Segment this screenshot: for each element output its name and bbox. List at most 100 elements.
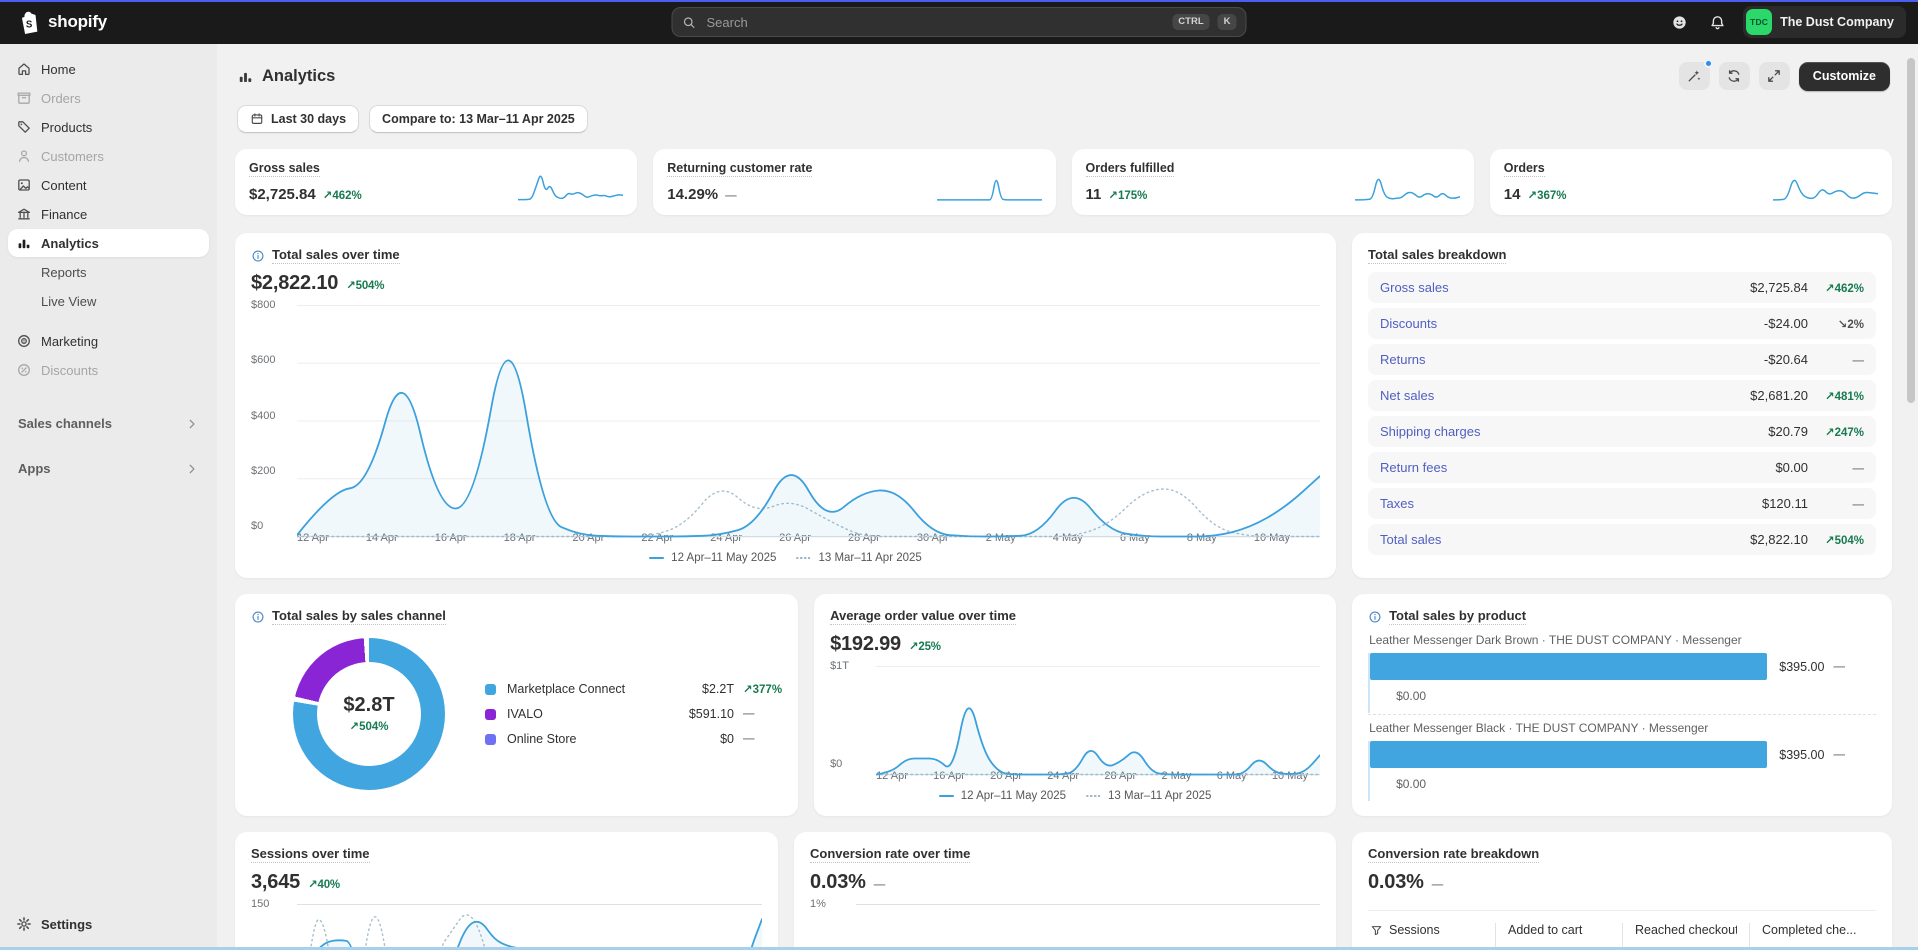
sidebar-item-discounts[interactable]: Discounts (8, 356, 209, 384)
breakdown-change: — (1808, 352, 1865, 367)
kpi-sparkline (935, 169, 1043, 203)
global-search[interactable]: CTRL K (671, 7, 1247, 37)
sidebar-item-products[interactable]: Products (8, 113, 209, 141)
page-scrollbar-thumb[interactable] (1907, 58, 1915, 403)
avatar: TDC (1746, 9, 1773, 35)
kpi-value: $2,725.84 ↗462% (249, 186, 362, 203)
chart-plot-area (875, 666, 1321, 776)
kpi-title[interactable]: Orders fulfilled (1085, 161, 1175, 177)
kpi-title[interactable]: Gross sales (249, 161, 320, 177)
sidebar-item-customers[interactable]: Customers (8, 142, 209, 170)
compare-button[interactable]: Compare to: 13 Mar–11 Apr 2025 (369, 105, 588, 133)
legend-dotted-swatch (1086, 795, 1102, 797)
breakdown-label-link[interactable]: Net sales (1380, 388, 1435, 403)
kpi-value: 14 ↗367% (1504, 186, 1567, 203)
date-range-button[interactable]: Last 30 days (237, 105, 360, 133)
x-tick-label: 20 Apr (990, 770, 1023, 782)
kpi-row: Gross sales $2,725.84 ↗462% Returning custo… (235, 149, 1892, 215)
legend-dotted-swatch (796, 557, 812, 559)
x-tick-label: 16 Apr (933, 770, 965, 782)
legend-label: 13 Mar–11 Apr 2025 (818, 552, 922, 564)
breakdown-label-link[interactable]: Gross sales (1380, 280, 1449, 295)
shopify-logo[interactable]: S shopify (0, 10, 125, 35)
sidebar-item-orders[interactable]: Orders (8, 84, 209, 112)
notification-dot (1703, 59, 1713, 68)
sidebar-item-home[interactable]: Home (8, 55, 209, 83)
sidebar-item-analytics[interactable]: Analytics (8, 229, 209, 257)
chart-title[interactable]: Total sales by product (1389, 608, 1527, 625)
kpi-value-number: $2,725.84 (249, 186, 316, 203)
chart-title[interactable]: Total sales by sales channel (272, 608, 446, 625)
sidebar-section-apps[interactable]: Apps (10, 455, 207, 482)
y-tick-label: $0 (251, 520, 264, 532)
breakdown-row: Shipping charges $20.79 ↗247% (1368, 416, 1876, 447)
change-indicator: ↗504% (1824, 535, 1864, 547)
chart-title[interactable]: Total sales over time (272, 247, 400, 264)
breakdown-label-link[interactable]: Shipping charges (1380, 424, 1481, 439)
bell-icon[interactable] (1701, 7, 1733, 37)
account-menu[interactable]: TDC The Dust Company (1743, 6, 1906, 38)
product-label: Leather Messenger Black · THE DUST COMPA… (1369, 721, 1709, 735)
breakdown-value: $20.79 (1768, 424, 1808, 439)
info-icon[interactable] (1368, 610, 1382, 624)
x-tick-label: 14 Apr (365, 532, 398, 544)
sidebar-section-sales-channels[interactable]: Sales channels (10, 410, 207, 437)
sidebar-item-reports[interactable]: Reports (8, 258, 209, 286)
sidebar-item-live-view[interactable]: Live View (8, 287, 209, 315)
y-tick-label: $400 (251, 409, 276, 422)
magic-icon[interactable] (1678, 59, 1713, 90)
refresh-icon[interactable] (1718, 62, 1750, 90)
sidebar-item-finance[interactable]: Finance (8, 200, 209, 228)
product-bar[interactable] (1370, 653, 1768, 680)
breakdown-value: -$24.00 (1763, 316, 1808, 331)
breakdown-row: Gross sales $2,725.84 ↗462% (1368, 272, 1876, 303)
donut-center-value: $2.8T (343, 693, 395, 716)
search-input[interactable] (704, 13, 1165, 31)
chart-legend: 12 Apr–11 May 2025 13 Mar–11 Apr 2025 (830, 790, 1320, 802)
topbar-icon-group (1663, 7, 1733, 37)
products-icon (16, 119, 32, 135)
breakdown-label-link[interactable]: Discounts (1380, 316, 1438, 331)
sessions-line-chart: 150 (251, 898, 763, 950)
panel-title[interactable]: Total sales breakdown (1368, 247, 1507, 264)
sidebar-item-settings[interactable]: Settings (8, 910, 209, 938)
chevron-right-icon (185, 417, 199, 431)
kpi-card[interactable]: Orders 14 ↗367% (1489, 149, 1892, 215)
aov-line-chart: $1T $0 12 Apr 16 Apr 20 Apr 24 Apr 28 Apr 2 May… (830, 660, 1321, 782)
expand-icon[interactable] (1758, 62, 1790, 90)
legend-swatch (485, 683, 496, 695)
change-indicator: ↗462% (1824, 283, 1864, 295)
funnel-icon (1370, 924, 1383, 937)
account-name: The Dust Company (1780, 15, 1894, 29)
breakdown-label-link[interactable]: Taxes (1380, 496, 1414, 511)
breakdown-value: $2,681.20 (1750, 388, 1808, 403)
chat-icon[interactable] (1663, 7, 1695, 37)
breakdown-label-link[interactable]: Return fees (1380, 460, 1448, 475)
funnel-step-label-text: Sessions (1389, 923, 1440, 937)
kpi-card[interactable]: Orders fulfilled 11 ↗175% (1071, 149, 1474, 215)
analytics-icon (237, 68, 254, 85)
breakdown-label-link[interactable]: Returns (1380, 352, 1426, 367)
chart-title[interactable]: Sessions over time (251, 846, 370, 863)
change-indicator: ↗40% (308, 879, 340, 891)
change-indicator: ↗377% (743, 684, 783, 696)
sidebar-item-content[interactable]: Content (8, 171, 209, 199)
chart-title[interactable]: Conversion rate breakdown (1368, 846, 1540, 863)
info-icon[interactable] (251, 610, 265, 624)
kpi-card[interactable]: Returning customer rate 14.29% — (653, 149, 1056, 215)
chart-title[interactable]: Conversion rate over time (810, 846, 971, 863)
compare-label: Compare to: 13 Mar–11 Apr 2025 (382, 112, 575, 126)
product-bar[interactable] (1370, 741, 1768, 768)
sidebar-item-marketing[interactable]: Marketing (8, 327, 209, 355)
breakdown-label-link[interactable]: Total sales (1380, 532, 1442, 547)
kpi-title[interactable]: Orders (1503, 161, 1545, 177)
conversion-line-chart: 1% (810, 898, 1320, 950)
info-icon[interactable] (251, 249, 265, 263)
legend-solid-swatch (938, 795, 954, 797)
change-indicator: — (743, 733, 755, 745)
kpi-card[interactable]: Gross sales $2,725.84 ↗462% (235, 149, 638, 215)
kpi-title[interactable]: Returning customer rate (667, 161, 813, 177)
change-indicator: ↗247% (1824, 427, 1864, 439)
chart-title[interactable]: Average order value over time (830, 608, 1016, 625)
customize-button[interactable]: Customize (1798, 61, 1890, 91)
